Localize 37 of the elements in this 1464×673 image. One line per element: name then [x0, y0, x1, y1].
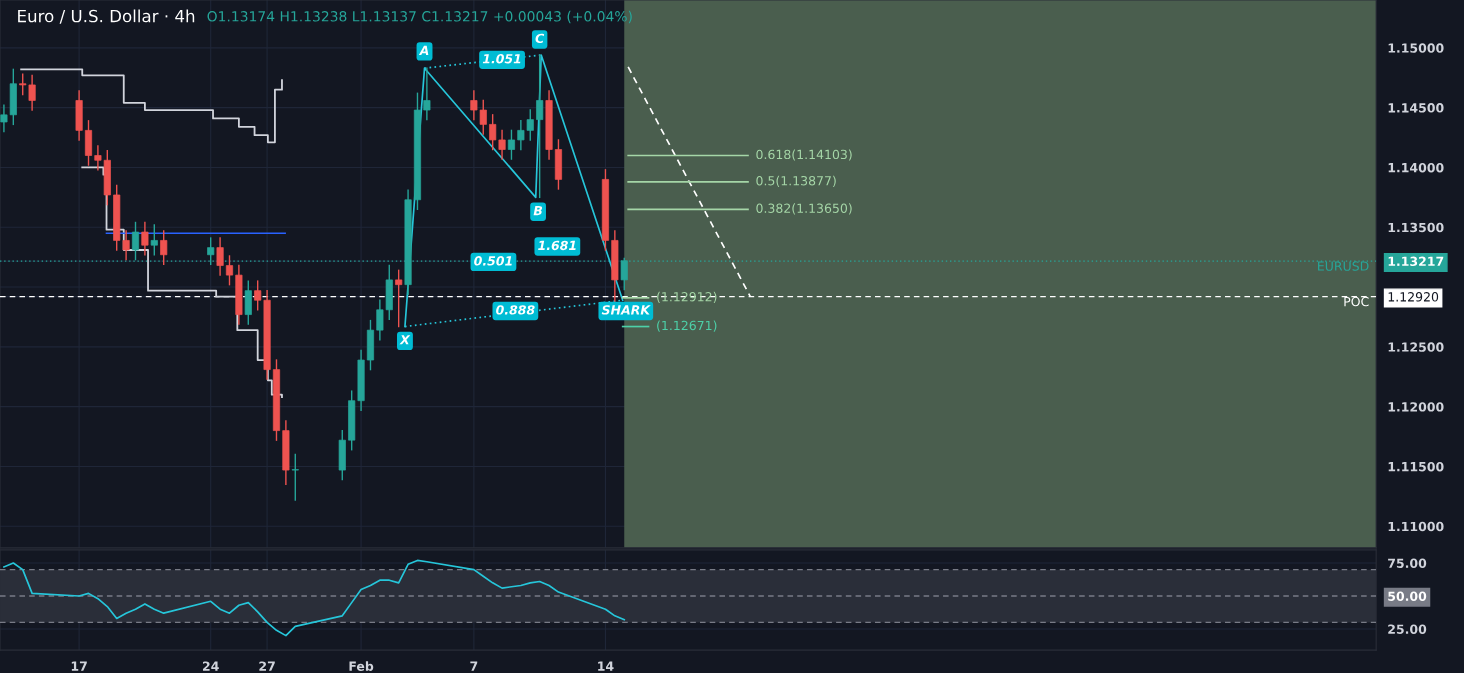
y-tick-label: 1.11000 — [1388, 521, 1444, 532]
y-tick-label: 1.13500 — [1388, 222, 1444, 233]
annotation: 0.501 — [474, 256, 512, 266]
annotation: SHARK — [601, 305, 651, 315]
y-tick-label: 1.13217 — [1388, 256, 1444, 267]
y-tick-label: 50.00 — [1388, 591, 1427, 601]
text: O1.13174 H1.13238 L1.13137 C1.13217 +0.00043 (+0.04%) — [207, 10, 632, 24]
annotation: 1.681 — [538, 240, 576, 251]
x-tick-label: 17 — [71, 661, 87, 671]
annotation: 1.051 — [482, 53, 521, 64]
y-tick-label: 1.12500 — [1388, 342, 1444, 352]
series-label: 0.382(1.13650) — [756, 203, 852, 215]
x-tick-label: Feb — [349, 661, 374, 671]
x-tick-label: 14 — [598, 661, 614, 671]
y-tick-label: 1.12920 — [1388, 292, 1439, 302]
y-tick-label: 1.15000 — [1388, 43, 1444, 53]
series-label: (1.12912) — [657, 291, 717, 303]
y-tick-label: 1.14000 — [1388, 162, 1444, 173]
annotation: C — [535, 33, 545, 44]
series-label: 0.618(1.14103) — [756, 149, 852, 161]
annotation: X — [399, 335, 411, 345]
annotation: B — [533, 206, 543, 216]
chart-title: Euro / U.S. Dollar · 4h — [18, 9, 195, 24]
y-tick-label: 25.00 — [1388, 624, 1427, 634]
annotation: A — [418, 45, 429, 55]
x-tick-label: 7 — [470, 661, 478, 671]
y-tick-label: 1.11500 — [1388, 461, 1444, 472]
y-tick-label: 75.00 — [1388, 558, 1427, 568]
series-label: (1.12671) — [657, 320, 717, 332]
x-tick-label: 24 — [202, 661, 219, 671]
ref-line-label: POC — [1344, 296, 1369, 307]
annotation: 0.888 — [496, 305, 535, 315]
ref-line-label: EURUSD — [1318, 261, 1369, 271]
x-tick-label: 27 — [259, 661, 275, 671]
y-tick-label: 1.14500 — [1388, 103, 1444, 113]
y-tick-label: 1.12000 — [1388, 402, 1444, 412]
series-label: 0.5(1.13877) — [756, 175, 836, 187]
